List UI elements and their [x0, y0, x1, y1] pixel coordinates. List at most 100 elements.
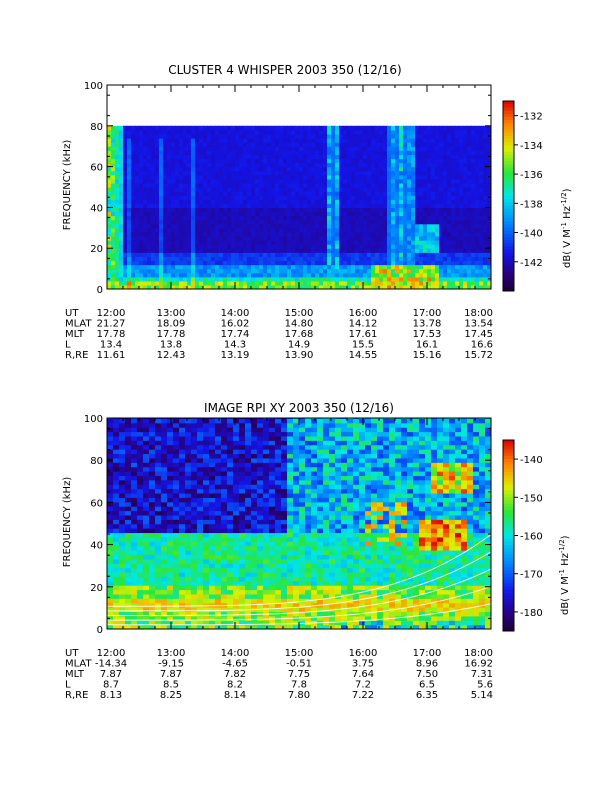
- spectrogram-cell: [375, 272, 380, 278]
- spectrogram-cell: [219, 235, 224, 241]
- spectrogram-cell: [323, 178, 328, 184]
- spectrogram-cell: [351, 146, 356, 151]
- spectrogram-cell: [151, 215, 156, 221]
- spectrogram-cell: [407, 280, 412, 286]
- spectrogram-cell: [119, 146, 124, 151]
- spectrogram-cell: [197, 589, 204, 595]
- spectrogram-cell: [163, 227, 168, 233]
- spectrogram-cell: [271, 256, 276, 262]
- spectrogram-cell: [331, 182, 336, 188]
- spectrogram-cell: [451, 280, 456, 286]
- spectrogram-cell: [415, 280, 420, 286]
- spectrogram-cell: [131, 138, 136, 143]
- spectrogram-cell: [191, 528, 198, 534]
- spectrogram-cell: [419, 138, 424, 143]
- spectrogram-cell: [155, 506, 162, 512]
- spectrogram-cell: [191, 545, 198, 551]
- spectrogram-cell: [175, 248, 180, 253]
- spectrogram-cell: [227, 256, 232, 262]
- spectrogram-cell: [167, 620, 174, 626]
- spectrogram-cell: [411, 133, 416, 139]
- spectrogram-cell: [115, 146, 120, 151]
- spectrogram-cell: [407, 150, 412, 155]
- spectrogram-cell: [431, 227, 436, 233]
- spectrogram-cell: [123, 170, 128, 176]
- spectrogram-cell: [127, 178, 132, 184]
- spectrogram-cell: [399, 231, 404, 237]
- spectrogram-cell: [467, 158, 472, 164]
- spectrogram-cell: [459, 219, 464, 225]
- spectrogram-cell: [463, 166, 468, 172]
- spectrogram-cell: [343, 125, 348, 131]
- spectrogram-cell: [167, 449, 174, 455]
- spectrogram-cell: [287, 187, 292, 192]
- spectrogram-cell: [359, 187, 364, 192]
- spectrogram-cell: [149, 449, 156, 455]
- spectrogram-cell: [395, 256, 400, 262]
- spectrogram-cell: [147, 276, 152, 282]
- spectrogram-cell: [295, 138, 300, 143]
- spectrogram-cell: [203, 466, 210, 472]
- spectrogram-cell: [463, 182, 468, 188]
- spectrogram-cell: [185, 418, 192, 424]
- spectrogram-cell: [479, 256, 484, 262]
- spectrogram-cell: [107, 272, 112, 278]
- spectrogram-cell: [151, 227, 156, 233]
- spectrogram-cell: [307, 268, 312, 274]
- spectrogram-cell: [151, 231, 156, 237]
- spectrogram-cell: [351, 240, 356, 245]
- spectrogram-cell: [167, 272, 172, 278]
- spectrogram-cell: [231, 276, 236, 282]
- spectrogram-cell: [407, 182, 412, 188]
- spectrogram-cell: [255, 211, 260, 217]
- spectrogram-cell: [475, 203, 480, 208]
- spectrogram-cell: [483, 235, 488, 241]
- spectrogram-cell: [185, 449, 192, 455]
- spectrogram-cell: [135, 235, 140, 241]
- spectrogram-cell: [335, 227, 340, 233]
- spectrogram-cell: [131, 280, 136, 286]
- spectrogram-cell: [295, 211, 300, 217]
- spectrogram-cell: [479, 133, 484, 139]
- spectrogram-cell: [195, 256, 200, 262]
- spectrogram-cell: [355, 211, 360, 217]
- spectrogram-cell: [331, 178, 336, 184]
- spectrogram-cell: [379, 150, 384, 155]
- spectrogram-cell: [439, 264, 444, 270]
- spectrogram-cell: [243, 272, 248, 278]
- spectrogram-cell: [171, 235, 176, 241]
- spectrogram-cell: [239, 150, 244, 155]
- spectrogram-cell: [131, 624, 138, 629]
- spectrogram-cell: [215, 129, 220, 135]
- spectrogram-cell: [451, 182, 456, 188]
- spectrogram-cell: [335, 129, 340, 135]
- ephemeris-value: 16:00: [349, 308, 378, 319]
- spectrogram-cell: [223, 195, 228, 200]
- spectrogram-cell: [215, 589, 222, 595]
- spectrogram-cell: [447, 223, 452, 229]
- spectrogram-cell: [419, 284, 424, 289]
- spectrogram-cell: [371, 231, 376, 237]
- spectrogram-cell: [275, 182, 280, 188]
- spectrogram-cell: [235, 195, 240, 200]
- spectrogram-cell: [239, 211, 244, 217]
- spectrogram-cell: [471, 129, 476, 135]
- spectrogram-cell: [379, 264, 384, 270]
- spectrogram-cell: [351, 260, 356, 266]
- spectrogram-cell: [367, 248, 372, 253]
- spectrogram-cell: [423, 276, 428, 282]
- spectrogram-cell: [411, 129, 416, 135]
- spectrogram-cell: [319, 203, 324, 208]
- spectrogram-cell: [395, 203, 400, 208]
- spectrogram-cell: [375, 191, 380, 196]
- spectrogram-cell: [283, 268, 288, 274]
- spectrogram-cell: [147, 264, 152, 270]
- spectrogram-cell: [143, 488, 150, 494]
- spectrogram-cell: [447, 178, 452, 184]
- spectrogram-cell: [167, 195, 172, 200]
- spectrogram-cell: [395, 219, 400, 225]
- spectrogram-cell: [203, 231, 208, 237]
- spectrogram-cell: [279, 142, 284, 147]
- spectrogram-cell: [271, 170, 276, 176]
- spectrogram-cell: [155, 154, 160, 160]
